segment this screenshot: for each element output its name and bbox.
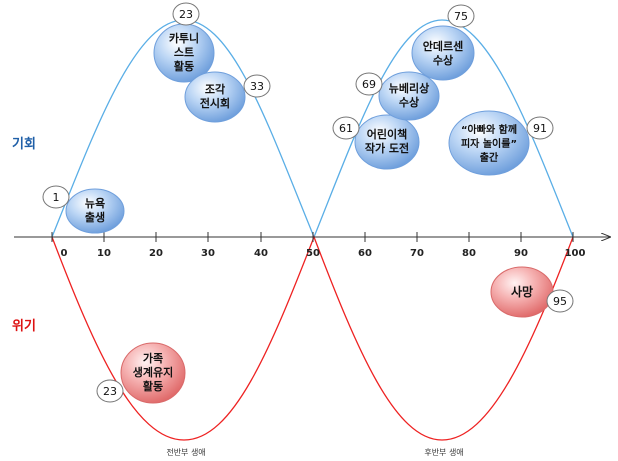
event-bubble [354,114,420,170]
event-label: 생계유지 [133,365,173,379]
age-label: 23 [179,8,193,21]
age-badge [447,4,475,28]
event-picturebook: 어린이책 작가 도전 61 [332,114,420,170]
tick-label: 70 [410,248,424,259]
event-label: 전시회 [200,96,230,110]
age-label: 75 [454,10,468,23]
tick-label: 100 [565,248,586,259]
event-label: 피자 놀이를” [461,137,517,150]
opportunity-label: 기회 [12,136,36,152]
age-label: 95 [553,295,567,308]
age-badge [172,2,200,26]
event-label: 출간 [480,151,499,164]
event-label: 카투니 [169,31,199,45]
age-badge [332,116,360,140]
event-label: 뉴욕 [85,197,105,210]
tick-label: 40 [254,248,268,259]
second-half-label: 후반부 생애 [424,447,463,457]
age-badge [355,72,383,96]
event-label: 스트 [174,46,194,59]
crisis-label: 위기 [12,319,36,334]
event-label: 안데르센 [423,39,463,53]
event-pizza-book: “아빠와 함께 피자 놀이를” 출간 91 [448,110,554,176]
tick-label: 20 [149,248,163,259]
tick-label: 80 [462,248,476,259]
event-label: “아빠와 함께 [461,123,517,136]
age-label: 1 [53,191,60,204]
event-label: 활동 [143,379,163,393]
event-label: 어린이책 [367,127,407,141]
event-label: 사망 [511,284,533,299]
event-family-support: 가족 생계유지 활동 23 [96,342,186,404]
axis-ticks: 0 10 20 30 40 50 60 70 80 90 100 [51,232,586,259]
tick-label: 60 [358,248,372,259]
event-cartoonist: 카투니 스트 활동 23 [153,2,215,83]
age-badge [243,74,271,98]
event-label: 뉴베리상 [389,81,429,95]
event-bubble [184,71,246,123]
age-badge [96,379,124,403]
tick-label: 0 [61,248,68,259]
event-label: 출생 [85,210,105,224]
event-bubble [120,342,186,404]
crisis-curve [51,235,574,441]
event-bubble [448,110,530,176]
age-label: 69 [362,78,376,91]
age-badge [546,289,574,313]
event-sculpture: 조각 전시회 33 [184,71,271,123]
event-label: 활동 [174,59,194,73]
event-label: 수상 [399,95,419,109]
event-andersen: 안데르센 수상 75 [411,4,475,81]
first-half-label: 전반부 생애 [166,447,205,457]
age-label: 91 [533,122,547,135]
age-badge [42,185,70,209]
age-label: 33 [250,80,264,93]
tick-label: 50 [306,248,320,259]
event-debut: 뉴욕 출생 1 [42,185,125,234]
event-label: 조각 [205,82,225,96]
event-newbery: 뉴베리상 수상 69 [355,71,440,121]
age-badge [526,116,554,140]
event-bubble [411,25,475,81]
event-bubble [378,71,440,121]
event-label: 작가 도전 [365,141,409,155]
tick-label: 10 [97,248,111,259]
event-label: 수상 [433,53,453,67]
tick-label: 90 [514,248,528,259]
event-bubble [65,188,125,234]
age-label: 23 [103,385,117,398]
event-death: 사망 95 [490,266,574,318]
event-label: 가족 [143,351,163,365]
tick-label: 30 [201,248,215,259]
age-label: 61 [339,122,353,135]
